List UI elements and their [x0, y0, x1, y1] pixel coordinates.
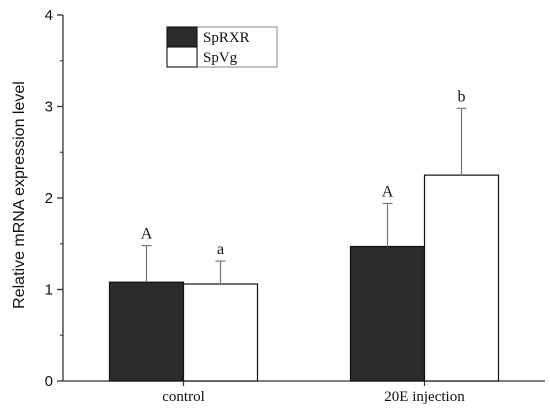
y-axis-label: Relative mRNA expression level — [11, 81, 28, 309]
error-bars — [141, 107, 467, 285]
significance-labels: Aa Ab — [141, 88, 466, 258]
significance-label: A — [382, 183, 394, 200]
bar-spvg-1 — [423, 174, 500, 382]
y-tick-label: 2 — [45, 190, 53, 207]
significance-label: b — [458, 88, 466, 105]
bar-sprxr-0 — [108, 281, 185, 382]
bars — [108, 174, 500, 382]
y-tick-label: 3 — [45, 99, 53, 116]
y-tick-label: 1 — [45, 282, 53, 299]
legend-swatch-spvg — [166, 46, 198, 68]
y-axis-ticks: 0 1 2 3 4 — [45, 7, 64, 390]
significance-label: a — [217, 241, 224, 258]
bar-spvg-0 — [182, 283, 259, 382]
x-tick-label: 20E injection — [384, 389, 465, 405]
legend: SpRXR SpVg — [166, 26, 278, 68]
legend-swatch-sprxr — [166, 26, 198, 48]
legend-label: SpRXR — [203, 30, 250, 46]
y-tick-label: 0 — [45, 373, 53, 390]
significance-label: A — [141, 226, 153, 243]
x-axis: control 20E injection — [63, 380, 545, 405]
legend-label: SpVg — [203, 50, 238, 66]
bar-sprxr-1 — [349, 245, 426, 382]
x-tick-label: control — [162, 389, 205, 405]
y-tick-label: 4 — [45, 7, 53, 24]
